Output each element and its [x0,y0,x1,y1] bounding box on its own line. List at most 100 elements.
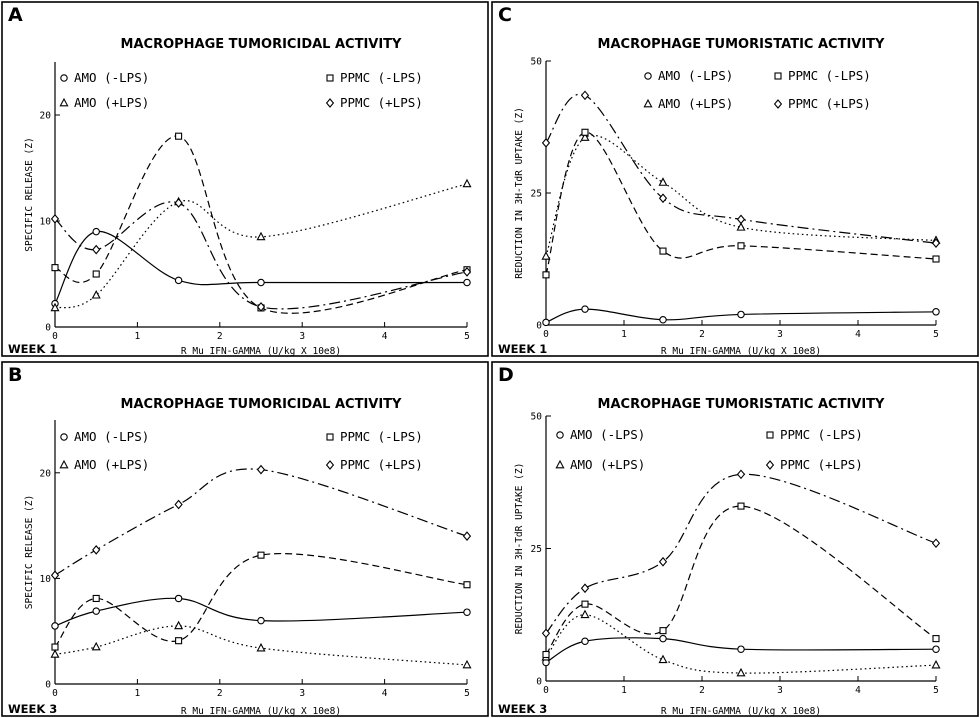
data-point [580,132,590,141]
data-point [659,627,667,635]
legend-marker [59,459,69,469]
legend-marker [765,460,775,470]
x-tick-label: 4 [382,331,388,342]
data-point [581,305,589,313]
legend-label-amo-plus-lps: AMO (+LPS) [658,96,733,111]
series-line [545,505,937,655]
y-tick-label: 25 [531,189,542,200]
series-line [545,637,937,663]
legend-label-amo-plus-lps: AMO (+LPS) [570,457,645,472]
data-point [462,267,472,277]
data-point [541,628,551,639]
data-point [736,214,746,225]
data-point [174,276,183,285]
data-point [462,531,472,542]
legend-label-amo-plus-lps: AMO (+LPS) [74,457,149,472]
data-point [50,649,60,658]
data-point [931,659,941,669]
legend-label-ppmc-minus-lps: PPMC (-LPS) [340,70,423,85]
legend-marker [326,74,334,82]
y-tick-label: 0 [45,680,51,691]
data-point [50,214,60,224]
week-label: WEEK 3 [8,702,57,716]
y-tick-label: 0 [536,321,542,332]
data-point [542,318,550,327]
data-point [174,198,183,208]
legend-label-ppmc-plus-lps: PPMC (+LPS) [780,457,863,472]
data-point [256,464,266,475]
data-point [174,499,183,510]
chart-title: MACROPHAGE TUMORISTATIC ACTIVITY [598,397,886,412]
data-point [256,231,266,241]
legend-marker [325,460,335,470]
panel-frame [1,1,489,357]
legend-label-amo-minus-lps: AMO (-LPS) [74,70,149,85]
x-tick-label: 0 [52,688,58,699]
legend-marker [325,98,335,108]
series-line [545,134,937,257]
x-tick-label: 2 [217,331,223,342]
data-point [580,609,590,619]
legend-label-ppmc-plus-lps: PPMC (+LPS) [788,96,871,111]
legend-marker [326,433,334,441]
week-label: WEEK 3 [498,702,547,716]
data-point [175,132,183,140]
x-tick-label: 0 [543,685,549,696]
data-point [580,90,590,101]
data-point [91,290,101,299]
x-tick-label: 5 [933,685,939,696]
x-tick-label: 3 [777,329,783,340]
data-point [51,264,59,272]
x-tick-label: 5 [933,329,939,340]
data-point [658,556,668,567]
data-point [932,645,940,653]
series-line [54,230,468,304]
panel-frame [1,361,489,717]
data-point [462,178,472,188]
data-point [50,570,60,581]
x-tick-label: 1 [621,685,627,696]
data-point [257,551,265,559]
panel-d: D MACROPHAGE TUMORISTATIC ACTIVITY REDUC… [491,361,979,717]
data-point [51,622,59,630]
legend-marker [643,98,653,108]
chart-title: MACROPHAGE TUMORICIDAL ACTIVITY [121,37,403,52]
x-tick-label: 1 [135,688,141,699]
legend-marker [555,459,565,469]
x-tick-label: 1 [621,329,627,340]
data-point [658,654,668,664]
data-point [51,643,59,651]
x-tick-label: 4 [855,329,861,340]
chart-title: MACROPHAGE TUMORICIDAL ACTIVITY [121,397,403,412]
legend-marker [60,433,68,441]
data-point [659,634,667,643]
legend-label-amo-minus-lps: AMO (-LPS) [570,427,645,442]
y-tick-label: 20 [40,111,52,122]
x-axis-label: R Mu IFN-GAMMA (U/kg X 10e8) [181,706,341,717]
data-point [659,315,667,324]
x-tick-label: 5 [464,688,470,699]
legend-marker [556,431,564,439]
chart-title: MACROPHAGE TUMORISTATIC ACTIVITY [598,37,886,52]
data-point [541,251,551,260]
legend-marker [773,99,783,109]
y-tick-label: 20 [40,468,52,479]
data-point [581,128,589,136]
panel-a: A MACROPHAGE TUMORICIDAL ACTIVITY SPECIF… [1,1,489,357]
x-tick-label: 2 [699,329,705,340]
data-point [541,137,551,148]
data-point [92,607,100,615]
data-point [581,600,589,608]
panel-c: C MACROPHAGE TUMORISTATIC ACTIVITY REDUC… [491,1,979,357]
panel-frame [491,361,979,717]
x-axis-label: R Mu IFN-GAMMA (U/kg X 10e8) [661,346,821,357]
series-line [54,552,468,648]
y-axis-label: REDUCTION IN 3H-TdR UPTAKE (Z) [514,463,525,635]
legend-label-ppmc-minus-lps: PPMC (-LPS) [780,427,863,442]
panel-label: B [8,364,22,386]
legend-marker [644,72,652,80]
panel-label: A [8,4,23,26]
x-tick-label: 3 [299,688,305,699]
data-point [932,635,940,643]
